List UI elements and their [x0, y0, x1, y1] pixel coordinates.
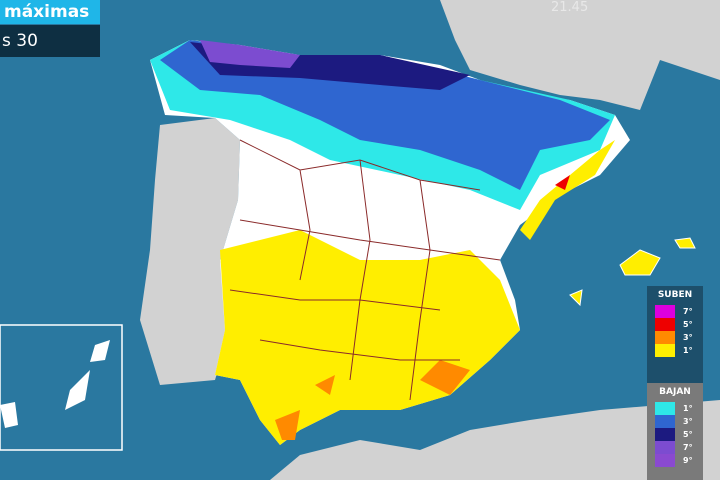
legend-item: 1°: [655, 344, 703, 357]
legend-swatch: [655, 305, 675, 318]
warm-spot-red: [555, 175, 570, 190]
legend-label: 5°: [683, 320, 693, 329]
africa-land: [270, 400, 720, 480]
legend-label: 1°: [683, 346, 693, 355]
cold-band-blue: [160, 40, 610, 190]
legend: SUBEN 7° 5° 3° 1° BAJAN 1° 3° 5° 7° 9°: [647, 286, 703, 480]
legend-label: 7°: [683, 307, 693, 316]
legend-item: 5°: [655, 318, 703, 331]
warm-band-yellow: [215, 230, 520, 445]
legend-label: 5°: [683, 430, 693, 439]
legend-down-title: BAJAN: [659, 387, 691, 397]
warm-band-orange: [275, 360, 470, 440]
legend-label: 7°: [683, 443, 693, 452]
legend-item: 5°: [655, 428, 703, 441]
legend-item: 3°: [655, 415, 703, 428]
legend-item: 7°: [655, 305, 703, 318]
legend-item: 1°: [655, 402, 703, 415]
canary-islands-inset: [0, 324, 123, 451]
legend-item: 9°: [655, 454, 703, 467]
legend-swatch: [655, 415, 675, 428]
legend-up-title: SUBEN: [657, 290, 693, 300]
balearic-islands: [569, 237, 696, 307]
legend-label: 3°: [683, 417, 693, 426]
france-land: [440, 0, 720, 110]
cold-band-violet: [200, 40, 300, 68]
legend-swatch: [655, 402, 675, 415]
legend-label: 9°: [683, 456, 693, 465]
canary-islands: [0, 340, 110, 428]
legend-swatch: [655, 454, 675, 467]
map-subtitle: s 30: [0, 25, 100, 57]
legend-label: 1°: [683, 404, 693, 413]
legend-swatch: [655, 428, 675, 441]
legend-swatch: [655, 441, 675, 454]
legend-label: 3°: [683, 333, 693, 342]
province-borders: [229, 139, 501, 401]
legend-swatch: [655, 331, 675, 344]
map-title: máximas: [0, 0, 100, 24]
warm-band-yellow-east: [520, 140, 615, 240]
legend-item: 3°: [655, 331, 703, 344]
broadcast-time: 21.45: [551, 0, 589, 15]
legend-item: 7°: [655, 441, 703, 454]
portugal-land: [140, 118, 240, 385]
legend-swatch: [655, 344, 675, 357]
legend-swatch: [655, 318, 675, 331]
legend-down-section: BAJAN 1° 3° 5° 7° 9°: [647, 383, 703, 480]
